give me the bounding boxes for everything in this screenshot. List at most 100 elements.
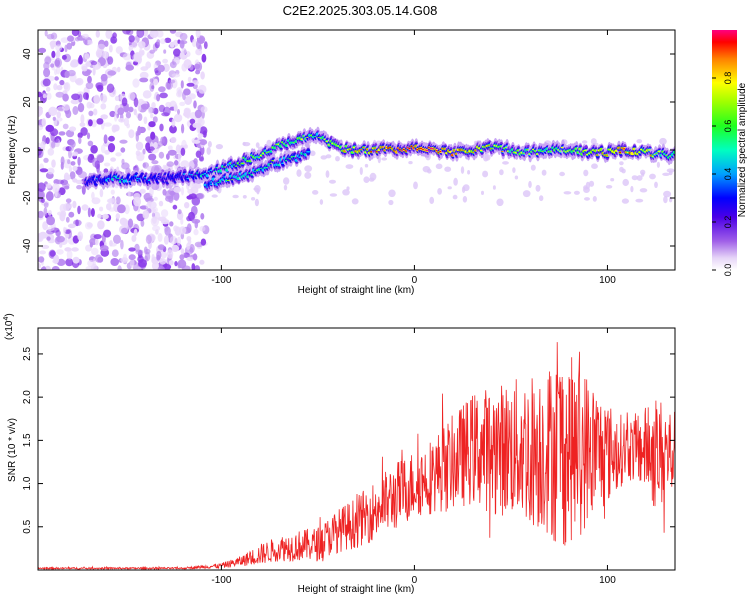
heatmap-noise-cell <box>141 128 145 133</box>
heatmap-noise-cell <box>92 67 96 76</box>
heatmap-noise-cell <box>131 235 137 242</box>
heatmap-noise-cell <box>179 40 185 49</box>
heatmap-noise-cell <box>137 113 143 121</box>
heatmap-noise-cell <box>106 83 115 93</box>
heatmap-noise-cell <box>152 216 157 224</box>
heatmap-noise-cell <box>100 114 108 120</box>
heatmap-noise-cell <box>141 103 150 110</box>
heatmap-noise-cell <box>38 262 41 269</box>
snr-x-axis: -100 0 100 <box>211 328 616 586</box>
heatmap-noise-cell <box>176 236 181 246</box>
heatmap-noise-cell <box>167 149 177 156</box>
heatmap-noise-cell <box>147 200 152 206</box>
heatmap-noise-cell <box>150 131 156 140</box>
svg-text:(x104): (x104) <box>3 313 15 340</box>
heatmap-halo-cell <box>656 161 661 168</box>
heatmap-noise-cell <box>133 97 139 108</box>
heatmap-noise-cell <box>179 101 186 107</box>
heatmap-halo-cell <box>530 164 536 171</box>
heatmap-noise-cell <box>136 30 145 38</box>
heatmap-noise-cell <box>159 92 168 99</box>
heatmap-noise-cell <box>128 35 135 43</box>
heatmap-halo-cell <box>429 196 435 204</box>
heatmap-noise-cell <box>171 73 181 78</box>
heatmap-noise-cell <box>176 87 183 95</box>
spectrogram-x-tick-label: -100 <box>211 275 231 286</box>
heatmap-noise-cell <box>128 129 135 139</box>
heatmap-noise-cell <box>119 139 128 144</box>
heatmap-halo-cell <box>206 147 211 155</box>
heatmap-noise-cell <box>153 142 158 149</box>
heatmap-noise-cell <box>196 192 205 200</box>
snr-y-tick-label: 1.0 <box>22 476 33 490</box>
heatmap-halo-cell <box>452 194 458 200</box>
heatmap-noise-cell <box>128 44 134 52</box>
heatmap-noise-cell <box>195 150 202 158</box>
heatmap-noise-cell <box>44 30 48 37</box>
heatmap-noise-cell <box>138 41 146 49</box>
heatmap-noise-cell <box>45 183 52 189</box>
heatmap-noise-cell <box>200 71 205 80</box>
heatmap-noise-cell <box>183 59 192 69</box>
heatmap-noise-cell <box>152 225 161 232</box>
heatmap-noise-cell <box>133 196 142 207</box>
heatmap-noise-cell <box>193 228 199 236</box>
heatmap-halo-cell <box>359 167 363 175</box>
heatmap-noise-cell <box>148 146 155 151</box>
heatmap-noise-cell <box>39 191 46 199</box>
heatmap-noise-cell <box>48 106 58 117</box>
heatmap-noise-cell <box>47 209 52 216</box>
colorbar-tick-label: 0.0 <box>723 264 733 277</box>
heatmap-noise-cell <box>121 227 128 234</box>
heatmap-noise-cell <box>56 117 63 122</box>
heatmap-noise-cell <box>180 80 184 89</box>
heatmap-noise-cell <box>156 94 161 102</box>
heatmap-noise-cell <box>173 48 181 57</box>
heatmap-halo-cell <box>563 191 572 195</box>
heatmap-noise-cell <box>159 123 164 132</box>
heatmap-noise-cell <box>203 41 208 49</box>
snr-scale-label: (x10 <box>4 320 15 340</box>
heatmap-noise-cell <box>46 216 55 226</box>
heatmap-noise-cell <box>77 56 84 65</box>
heatmap-noise-cell <box>103 162 111 167</box>
heatmap-noise-cell <box>75 219 79 227</box>
heatmap-noise-cell <box>164 37 172 43</box>
heatmap-noise-cell <box>142 90 152 99</box>
heatmap-noise-cell <box>117 265 122 270</box>
heatmap-noise-cell <box>84 39 88 45</box>
heatmap-noise-cell <box>170 136 177 144</box>
heatmap-noise-cell <box>121 158 125 165</box>
heatmap-noise-cell <box>115 196 121 205</box>
heatmap-noise-cell <box>199 139 208 146</box>
heatmap-noise-cell <box>56 249 64 255</box>
heatmap-noise-cell <box>175 144 181 154</box>
colorbar-tick-label: 0.4 <box>723 168 733 181</box>
heatmap-noise-cell <box>75 179 83 185</box>
heatmap-noise-cell <box>169 41 175 48</box>
heatmap-noise-cell <box>108 135 115 142</box>
spectrogram-y-tick-label: 40 <box>22 48 33 60</box>
heatmap-noise-cell <box>117 107 125 115</box>
heatmap-noise-cell <box>103 229 112 238</box>
colorbar: 0.0 0.2 0.4 0.6 0.8 Normalized spectral ampl… <box>712 30 748 276</box>
heatmap-halo-cell <box>346 186 350 191</box>
heatmap-halo-cell <box>422 166 431 173</box>
heatmap-noise-cell <box>38 142 42 148</box>
heatmap-noise-cell <box>179 32 188 41</box>
spectrogram-x-tick-label: 0 <box>412 275 418 286</box>
heatmap-noise-cell <box>163 49 167 54</box>
heatmap-noise-cell <box>192 122 200 128</box>
heatmap-noise-cell <box>44 56 52 65</box>
heatmap-noise-cell <box>76 185 83 190</box>
heatmap-noise-cell <box>153 78 159 86</box>
heatmap-noise-cell <box>61 54 67 60</box>
heatmap-noise-cell <box>157 244 165 251</box>
heatmap-noise-cell <box>124 204 130 215</box>
heatmap-noise-cell <box>81 204 89 211</box>
heatmap-noise-cell <box>143 246 148 255</box>
heatmap-halo-cell <box>662 172 670 176</box>
heatmap-noise-cell <box>80 114 85 124</box>
heatmap-noise-cell <box>172 204 178 210</box>
heatmap-noise-cell <box>79 122 86 127</box>
